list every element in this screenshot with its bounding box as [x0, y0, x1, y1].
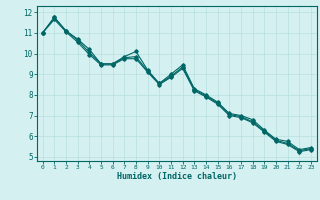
X-axis label: Humidex (Indice chaleur): Humidex (Indice chaleur) [117, 172, 237, 181]
